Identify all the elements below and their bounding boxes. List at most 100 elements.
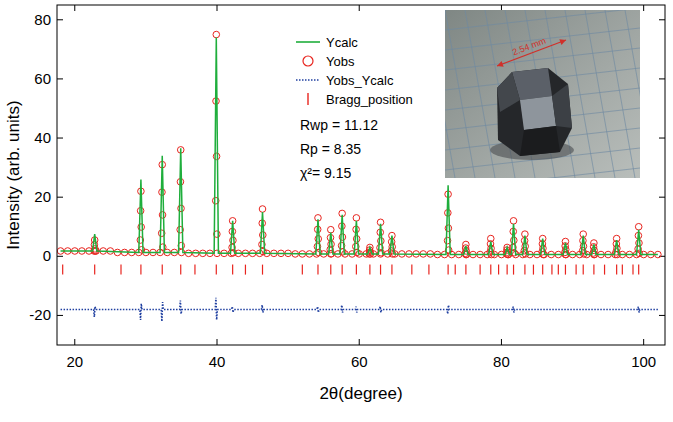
bragg-tick (162, 265, 163, 275)
fit-statistic: χ²= 9.15 (300, 165, 352, 181)
bragg-tick (583, 265, 584, 275)
bragg-tick (507, 265, 508, 275)
x-tick (501, 339, 502, 345)
bragg-tick (120, 265, 121, 275)
bragg-tick (524, 265, 525, 275)
photo-background (445, 10, 640, 178)
bragg-tick (180, 265, 181, 275)
bragg-tick (593, 265, 594, 275)
bragg-tick (616, 265, 617, 275)
arrow-head (559, 39, 566, 45)
x-tick (643, 339, 644, 345)
grid-line (465, 10, 495, 178)
x-tick (359, 339, 360, 345)
x-tick (217, 5, 218, 11)
bragg-tick (533, 265, 534, 275)
x-tick-label: 60 (351, 353, 368, 370)
x-tick (217, 339, 218, 345)
x-axis-title: 2θ(degree) (319, 384, 402, 403)
bragg-tick (140, 265, 141, 275)
legend-label: Yobs_Ycalc (326, 73, 394, 88)
scale-label: 2.54 mm (511, 36, 547, 58)
grid-line (445, 48, 640, 70)
series-line (61, 298, 658, 322)
legend: Ycalc Yobs Yobs_Ycalc Bragg_position (296, 35, 413, 107)
y-axis-title: Intensity (arb. units) (4, 100, 23, 249)
bragg-tick (455, 265, 456, 275)
y-tick (659, 315, 665, 316)
bragg-tick (194, 265, 195, 275)
y-tick (659, 78, 665, 79)
x-tick (74, 5, 75, 11)
obs-point (510, 218, 517, 225)
x-tick-label: 100 (631, 353, 656, 370)
y-tick-label: 80 (34, 11, 51, 28)
y-tick-label: 60 (34, 70, 51, 87)
legend-label: Ycalc (326, 35, 358, 50)
x-tick-label: 40 (209, 353, 226, 370)
y-tick-label: -20 (29, 306, 51, 323)
grid-line (625, 10, 640, 178)
bragg-tick (342, 265, 343, 275)
bragg-tick (245, 265, 246, 275)
chart: -20020406080204060801002θ(degree)Intensi… (0, 0, 673, 422)
obs-point (353, 215, 360, 222)
bragg-tick (330, 265, 331, 275)
legend-label: Bragg_position (326, 92, 413, 107)
y-tick-label: 40 (34, 129, 51, 146)
obs-point (213, 153, 220, 160)
photo-grid-paper (445, 10, 640, 178)
bragg-tick (262, 265, 263, 275)
grid-line (605, 10, 635, 178)
legend-symbol (296, 41, 320, 43)
plot-frame (57, 5, 665, 345)
grid-line (445, 10, 455, 178)
y-tick (659, 138, 665, 139)
crystal-facet (552, 84, 572, 128)
bragg-tick (565, 265, 566, 275)
x-tick (359, 5, 360, 11)
y-tick (659, 19, 665, 20)
bragg-tick (632, 265, 633, 275)
legend-label: Yobs (326, 54, 355, 69)
bragg-tick (216, 265, 217, 275)
x-tick (643, 5, 644, 11)
bragg-tick (513, 265, 514, 275)
y-tick (57, 315, 63, 316)
bragg-tick (302, 265, 303, 275)
bragg-tick (232, 265, 233, 275)
inset-photo: 2.54 mm (385, 0, 673, 270)
crystal-facet (520, 126, 560, 156)
bragg-tick (490, 265, 491, 275)
crystal-body (497, 68, 572, 156)
bragg-tick (622, 265, 623, 275)
y-tick (57, 138, 63, 139)
bragg-tick (62, 265, 63, 275)
crystal (490, 68, 574, 160)
grid-line (445, 10, 640, 30)
bragg-tick (448, 265, 449, 275)
axes: -20020406080204060801002θ(degree)Intensi… (4, 5, 665, 403)
bragg-tick (380, 265, 381, 275)
bragg-tick (638, 265, 639, 275)
crystal-facet (497, 72, 520, 112)
legend-symbol (296, 79, 320, 81)
bragg-tick (558, 265, 559, 275)
obs-point (635, 223, 642, 230)
fit-statistic: Rp = 8.35 (300, 141, 361, 157)
y-tick (57, 19, 63, 20)
y-tick (57, 256, 63, 257)
x-tick-label: 20 (66, 353, 83, 370)
crystal-facet (520, 96, 556, 130)
grid-line (445, 168, 640, 178)
grid-line (445, 10, 475, 178)
fit-statistic: Rwp = 11.12 (300, 117, 378, 133)
bragg-tick (94, 265, 95, 275)
y-tick-label: 0 (43, 247, 51, 264)
bragg-tick (480, 265, 481, 275)
bragg-tick (411, 265, 412, 275)
obs-point (259, 206, 266, 213)
bragg-tick (391, 265, 392, 275)
bragg-tick (542, 265, 543, 275)
legend-symbol (307, 93, 308, 105)
